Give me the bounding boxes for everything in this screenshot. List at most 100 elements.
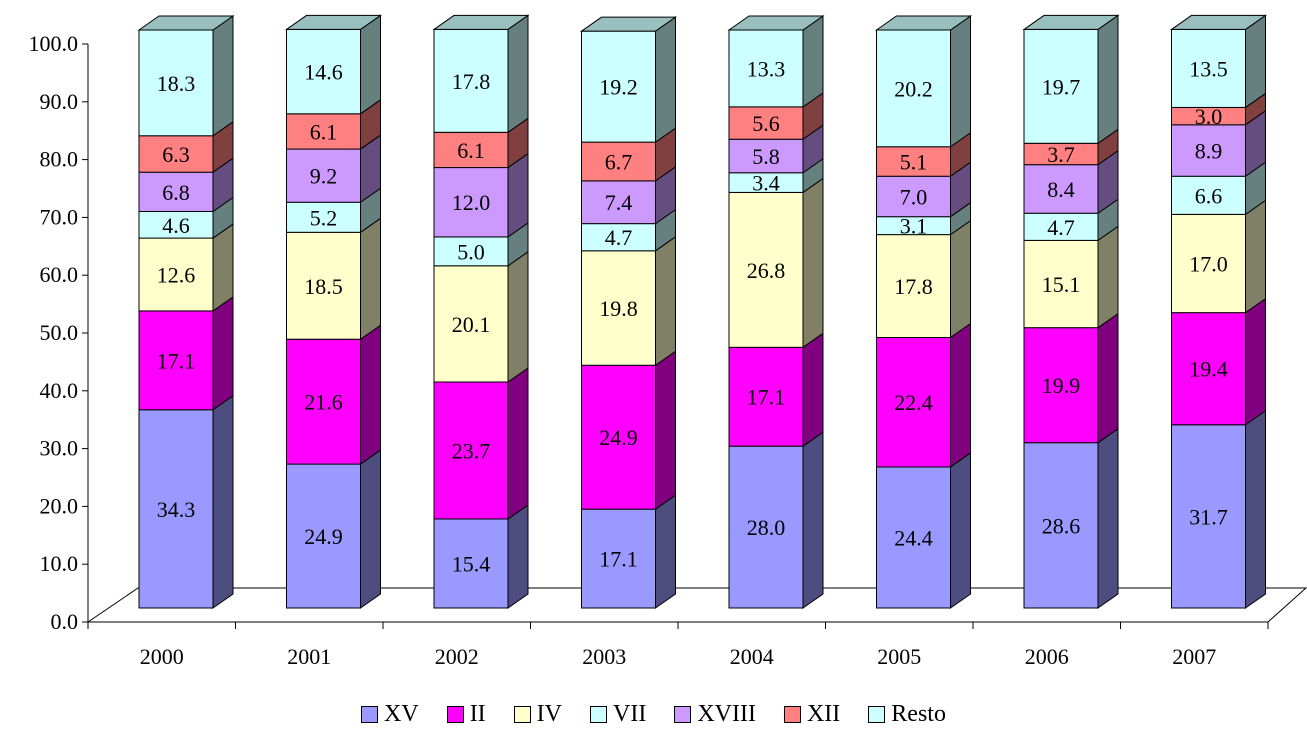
bar-segment-side	[360, 449, 381, 609]
bar-top	[727, 15, 825, 31]
data-label: 24.9	[599, 425, 638, 450]
bar-segment-side	[212, 223, 234, 312]
x-tick-label: 2003	[582, 644, 626, 669]
bar-segment	[138, 29, 214, 137]
bar-segment	[433, 265, 509, 383]
data-label: 6.7	[605, 149, 633, 174]
bar-segment	[876, 175, 951, 218]
data-label: 15.1	[1042, 272, 1081, 297]
bar-segment	[728, 346, 804, 447]
legend-label: XII	[806, 700, 841, 727]
y-tick-label: 100.0	[29, 31, 79, 56]
y-tick-label: 60.0	[40, 262, 79, 287]
bar-segment	[433, 518, 509, 609]
bar-top	[579, 16, 678, 32]
data-label: 17.1	[599, 547, 638, 572]
chart-floor	[86, 587, 1307, 623]
bar-segment-side	[655, 16, 676, 144]
x-tick-label: 2002	[435, 644, 479, 669]
data-label: 8.9	[1195, 139, 1223, 164]
bar-segment	[1171, 312, 1246, 426]
bar-segment	[433, 236, 509, 267]
data-label: 24.4	[894, 525, 933, 550]
bar-segment-side	[950, 15, 971, 148]
data-label: 23.7	[452, 438, 491, 463]
legend-item: VII	[590, 701, 646, 728]
bar-segment-side	[212, 15, 234, 137]
data-label: 15.4	[452, 551, 491, 576]
bar-segment	[876, 29, 951, 148]
bar-segment	[581, 30, 656, 143]
data-label: 17.1	[157, 348, 196, 373]
legend-swatch	[513, 705, 531, 723]
bar-segment-side	[360, 14, 381, 115]
legend-item: XVIII	[674, 701, 756, 728]
bar-segment-side	[655, 494, 676, 609]
data-label: 21.6	[304, 390, 343, 415]
bar-top	[874, 15, 973, 31]
bar-segment	[1023, 327, 1099, 444]
y-tick-label: 20.0	[40, 493, 79, 518]
bar-segment-side	[1097, 225, 1119, 329]
legend-label: VII	[613, 700, 647, 727]
stacked-bar-chart: 0.0 10.0 20.0 30.0 40.0 50.0 60.0 70.0 80.0 90.0 1…	[29, 14, 1307, 669]
bar-segment	[286, 28, 361, 115]
data-label: 6.3	[162, 142, 190, 167]
y-tick-label: 80.0	[40, 147, 79, 172]
bar-segment-side	[1245, 14, 1266, 109]
bar-segment-side	[950, 452, 971, 609]
legend-label: XVIII	[697, 700, 756, 727]
bar-segment	[1023, 212, 1099, 241]
bar-segment-side	[507, 504, 529, 609]
bar-segment	[1171, 175, 1246, 215]
data-label: 5.6	[752, 111, 780, 136]
bar-segment	[1023, 28, 1099, 144]
x-tick-label: 2000	[140, 644, 184, 669]
data-label: 3.4	[752, 171, 780, 196]
data-label: 28.6	[1042, 513, 1081, 538]
legend-swatch	[446, 705, 464, 723]
legend-label: IV	[536, 700, 562, 727]
data-label: 5.2	[310, 205, 338, 230]
x-tick-label: 2004	[730, 644, 774, 669]
data-label: 5.8	[752, 144, 780, 169]
data-label: 3.1	[900, 214, 928, 239]
data-label: 19.9	[1042, 373, 1081, 398]
legend-item: II	[446, 701, 486, 728]
bar-segment-side	[1097, 427, 1119, 609]
bar-segment	[286, 463, 361, 609]
data-label: 3.7	[1047, 142, 1075, 167]
bar-segment-side	[507, 367, 529, 520]
legend-swatch	[674, 705, 692, 723]
bar-segment	[581, 364, 656, 510]
data-label: 6.6	[1195, 183, 1223, 208]
data-label: 12.0	[452, 190, 491, 215]
x-tick-label: 2006	[1025, 644, 1069, 669]
data-label: 17.8	[894, 274, 933, 299]
bar-segment	[286, 148, 361, 203]
bar-segment	[876, 146, 951, 177]
bar-segment-side	[1097, 312, 1119, 444]
data-label: 6.1	[310, 119, 338, 144]
legend-swatch	[590, 705, 607, 723]
data-label: 18.5	[304, 274, 343, 299]
legend-label: Resto	[891, 700, 946, 727]
legend-swatch	[868, 705, 886, 723]
bar-segment	[286, 113, 361, 150]
data-label: 17.0	[1189, 252, 1228, 277]
bar-segment	[138, 409, 214, 609]
y-tick-label: 10.0	[40, 551, 79, 576]
y-tick-label: 0.0	[51, 609, 79, 634]
legend-label: XV	[384, 700, 419, 727]
bar-top	[432, 14, 530, 30]
bar-segment-side	[1245, 409, 1266, 609]
data-label: 13.3	[747, 56, 786, 81]
bar-top	[284, 14, 383, 30]
y-tick-label: 90.0	[40, 89, 79, 114]
y-tick-label: 40.0	[40, 378, 79, 403]
data-label: 17.8	[452, 69, 491, 94]
bar-segment	[728, 191, 804, 348]
bar-top	[137, 15, 235, 31]
legend-item: IV	[513, 700, 562, 728]
y-tick-label: 30.0	[40, 436, 79, 461]
